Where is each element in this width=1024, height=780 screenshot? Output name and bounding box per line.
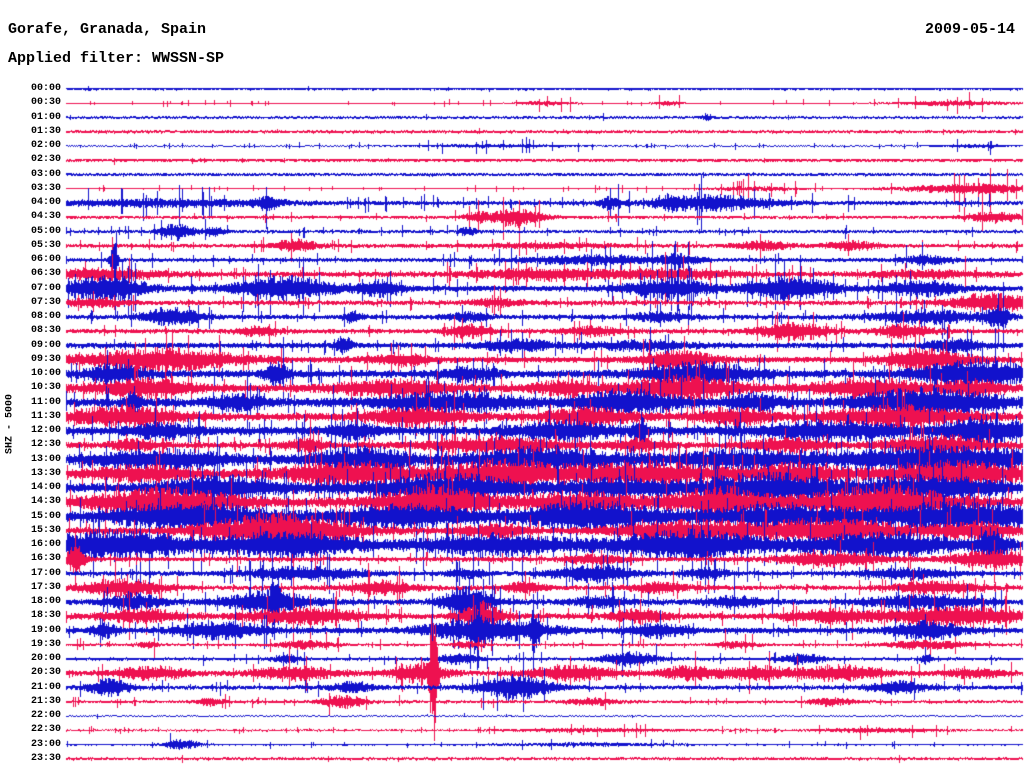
time-label: 08:00 [30, 311, 61, 322]
time-label: 06:00 [30, 254, 61, 265]
date-label: 2009-05-14 [924, 21, 1015, 38]
time-label: 16:30 [30, 553, 61, 565]
time-label: 14:00 [30, 482, 61, 493]
time-label: 17:30 [30, 581, 61, 593]
time-label: 07:30 [30, 296, 61, 308]
time-label: 13:00 [30, 453, 61, 465]
time-label: 08:30 [30, 325, 61, 337]
time-label: 22:30 [30, 724, 61, 736]
time-label: 03:30 [30, 182, 61, 194]
time-label: 23:30 [30, 752, 61, 764]
time-label: 02:30 [30, 154, 61, 166]
time-axis: 00:00 00:30 01:00 01:30 02:00 02:30 03:00 03:30… [0, 0, 61, 780]
station-title: Gorafe, Granada, Spain [8, 21, 207, 38]
time-label: 06:30 [30, 268, 61, 280]
time-label: 14:30 [30, 496, 61, 508]
time-label: 02:00 [30, 140, 61, 151]
time-label: 10:30 [30, 382, 61, 394]
time-label: 00:00 [30, 83, 61, 94]
time-label: 03:00 [30, 168, 61, 180]
time-label: 21:30 [30, 695, 61, 707]
time-label: 07:00 [30, 282, 61, 294]
time-label: 19:00 [30, 624, 61, 636]
time-label: 13:30 [30, 467, 61, 479]
time-label: 05:00 [30, 225, 61, 237]
time-label: 12:30 [30, 439, 61, 451]
time-label: 20:00 [30, 653, 61, 664]
time-label: 22:00 [30, 710, 61, 721]
time-label: 10:00 [30, 368, 61, 379]
time-label: 11:30 [30, 410, 61, 422]
time-label: 04:30 [30, 211, 61, 223]
filter-label: Applied filter: WWSSN-SP [8, 50, 225, 67]
time-label: 05:30 [30, 239, 61, 251]
time-label: 01:30 [30, 125, 61, 137]
time-label: 00:30 [30, 97, 61, 109]
time-label: 21:00 [30, 681, 61, 693]
time-label: 16:00 [30, 539, 61, 550]
time-label: 01:00 [30, 111, 61, 123]
time-label: 17:00 [30, 567, 61, 579]
time-label: 11:00 [30, 396, 61, 408]
time-label: 04:00 [30, 197, 61, 208]
time-label: 12:00 [30, 425, 61, 436]
time-label: 20:30 [30, 667, 61, 679]
time-label: 09:30 [30, 353, 61, 365]
time-label: 19:30 [30, 638, 61, 650]
time-label: 18:30 [30, 610, 61, 622]
time-label: 23:00 [30, 738, 61, 750]
time-label: 18:00 [30, 596, 61, 607]
time-label: 15:00 [30, 510, 61, 522]
time-label: 09:00 [30, 339, 61, 351]
time-label: 15:30 [30, 524, 61, 536]
